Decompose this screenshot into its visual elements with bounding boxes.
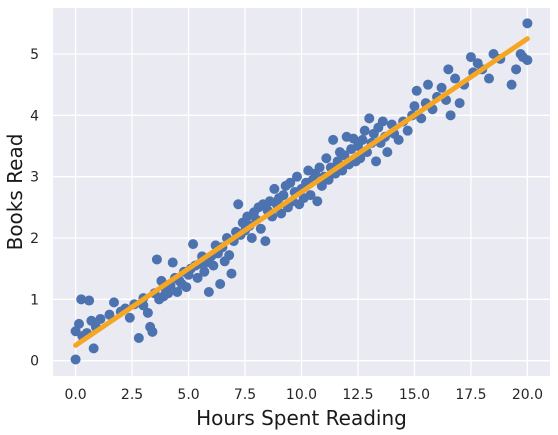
data-point: [416, 113, 427, 124]
data-point: [364, 113, 375, 124]
data-point: [203, 286, 214, 297]
data-point: [314, 162, 325, 173]
data-point: [377, 116, 388, 127]
data-point: [506, 79, 517, 90]
y-tick-label: 5: [30, 47, 39, 63]
data-point: [423, 79, 434, 90]
data-point: [402, 125, 413, 136]
x-tick-label: 0.0: [64, 387, 86, 403]
data-point: [181, 282, 192, 293]
data-point: [382, 147, 393, 158]
data-point: [88, 343, 99, 354]
data-point: [276, 208, 287, 219]
x-tick-label: 2.5: [121, 387, 143, 403]
y-tick-label: 1: [30, 292, 39, 308]
x-axis-label: Hours Spent Reading: [196, 406, 407, 430]
y-axis-label: Books Read: [3, 134, 27, 251]
data-point: [465, 52, 476, 63]
data-point: [208, 260, 219, 271]
data-point: [246, 233, 257, 243]
data-point: [70, 354, 81, 365]
data-point: [124, 312, 135, 323]
x-tick-label: 12.5: [342, 387, 373, 403]
data-point: [151, 254, 162, 265]
data-point: [291, 171, 302, 182]
x-tick-label: 10.0: [286, 387, 317, 403]
data-point: [409, 101, 420, 112]
data-point: [188, 239, 199, 250]
data-point: [339, 150, 350, 161]
data-point: [312, 196, 323, 207]
tick-labels: 0.0 2.5 5.0 7.5 10.0 12.5 15.0 17.5 20.0 0 1 2 3 4 5: [30, 47, 543, 403]
data-point: [285, 177, 296, 188]
data-point: [511, 64, 522, 75]
data-point: [260, 236, 271, 247]
data-point: [199, 266, 210, 277]
data-point: [269, 183, 280, 194]
data-point: [445, 110, 456, 121]
data-point: [108, 297, 119, 308]
data-point: [411, 85, 422, 96]
data-point: [215, 279, 226, 289]
x-tick-label: 20.0: [512, 387, 543, 403]
data-point: [233, 199, 244, 210]
data-point: [316, 180, 327, 191]
data-point: [95, 313, 106, 324]
data-point: [226, 268, 237, 279]
data-point: [255, 223, 266, 234]
data-point: [104, 309, 115, 320]
data-point: [167, 257, 178, 268]
data-point: [484, 73, 495, 84]
data-point: [454, 98, 465, 109]
data-point: [522, 18, 533, 29]
data-point: [142, 307, 153, 318]
regression-line: [73, 36, 530, 348]
y-tick-label: 4: [30, 108, 39, 124]
data-point: [348, 133, 359, 144]
x-tick-label: 17.5: [455, 387, 486, 403]
data-point: [357, 134, 368, 145]
x-tick-label: 7.5: [234, 387, 256, 403]
data-point: [192, 272, 203, 283]
data-point: [359, 125, 370, 136]
data-point: [436, 82, 447, 93]
data-point: [84, 295, 95, 306]
data-point: [321, 153, 332, 164]
data-point: [393, 134, 404, 145]
data-point: [278, 190, 289, 201]
data-point: [172, 286, 183, 297]
data-point: [147, 326, 158, 337]
data-point: [224, 250, 235, 261]
y-tick-label: 3: [30, 170, 39, 186]
data-point: [133, 332, 144, 343]
y-tick-label: 2: [30, 231, 39, 247]
data-point: [328, 134, 339, 145]
data-point: [443, 64, 454, 75]
data-point: [73, 318, 84, 329]
data-point: [450, 73, 461, 84]
data-point: [522, 55, 533, 66]
data-point: [371, 156, 382, 167]
x-tick-label: 15.0: [399, 387, 430, 403]
x-tick-label: 5.0: [177, 387, 199, 403]
data-point: [76, 294, 87, 305]
data-point: [305, 190, 316, 201]
y-tick-label: 0: [30, 354, 39, 370]
